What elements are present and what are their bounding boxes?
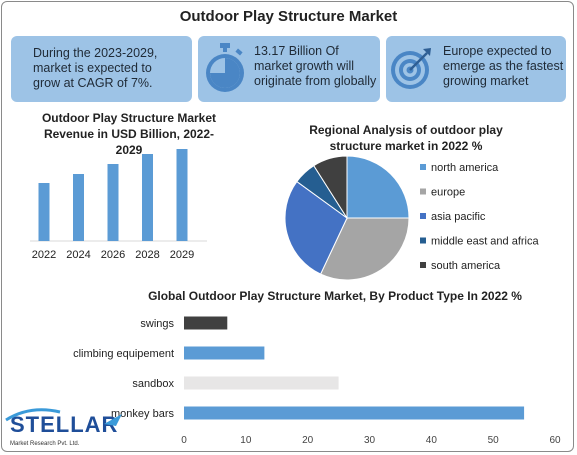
pie-chart-title-line1: Regional Analysis of outdoor play [309,123,503,137]
growth-card-line1: 13.17 Billion Of [254,44,339,58]
legend-swatch [420,237,426,244]
legend-swatch [420,262,426,268]
product-bar-swings [184,316,228,330]
cagr-card-line1: During the 2023-2029, [33,46,158,60]
product-x-tick: 60 [549,435,561,446]
revenue-bar-2022 [38,183,50,241]
regional-pie-chart: Regional Analysis of outdoor play struct… [284,123,539,281]
cagr-card-line3: grow at CAGR of 7%. [33,76,153,90]
europe-card: Europe expected to emerge as the fastest… [386,36,566,102]
growth-card-line3: originate from globally [254,74,377,88]
legend-label: north america [431,162,499,174]
pie-slice-south-america [313,155,348,220]
product-x-tick: 40 [426,435,438,446]
europe-card-line2: emerge as the fastest [443,59,564,73]
product-category-label: swings [140,318,174,330]
legend-label: south america [431,260,501,272]
europe-card-line1: Europe expected to [443,44,552,58]
revenue-chart-title-line1: Outdoor Play Structure Market [42,111,216,125]
legend-swatch [420,188,426,195]
product-bar-sandbox [184,376,339,390]
cagr-card-line2: market is expected to [33,61,152,75]
cagr-card: During the 2023-2029, market is expected… [11,36,192,102]
stopwatch-icon [206,43,244,92]
revenue-chart-title-line2: Revenue in USD Billion, 2022- [44,127,214,141]
product-x-tick: 0 [181,435,187,446]
product-x-tick: 50 [488,435,500,446]
product-type-chart: Global Outdoor Play Structure Market, By… [73,289,561,446]
revenue-tick-label: 2024 [66,249,90,261]
product-bar-monkey-bars [184,406,525,420]
legend-swatch [420,213,426,219]
growth-card: 13.17 Billion Of market growth will orig… [198,36,380,102]
revenue-tick-label: 2022 [32,249,56,261]
product-x-tick: 10 [240,435,252,446]
revenue-chart: Outdoor Play Structure Market Revenue in… [30,111,216,261]
product-x-tick: 20 [302,435,314,446]
product-category-label: sandbox [132,378,174,390]
pie-slice-north-america [346,155,410,219]
legend-label: europe [431,187,465,199]
product-bar-climbing-equipement [184,346,265,360]
stellar-logo: STELLAR Market Research Pvt. Ltd. [5,408,122,447]
product-x-tick: 30 [364,435,376,446]
revenue-bar-2029 [176,149,188,241]
product-category-label: monkey bars [111,408,174,420]
revenue-tick-label: 2028 [135,249,159,261]
legend-swatch [420,164,426,170]
growth-card-line2: market growth will [254,59,355,73]
legend-label: asia pacific [431,211,486,223]
page-title: Outdoor Play Structure Market [179,8,398,25]
target-icon [391,48,431,89]
product-category-label: climbing equipement [73,348,174,360]
revenue-bar-2024 [73,174,84,241]
revenue-tick-label: 2026 [101,249,125,261]
logo-arrow-icon [104,414,122,426]
logo-tagline: Market Research Pvt. Ltd. [10,441,80,447]
pie-slice-asia-pacific [284,180,348,275]
pie-chart-title-line2: structure market in 2022 % [330,139,483,153]
logo-brand: STELLAR [10,412,118,437]
europe-card-line3: growing market [443,74,529,88]
pie-slice-europe [319,217,410,281]
logo-swoosh-icon [5,408,61,422]
revenue-bar-2026 [107,164,119,241]
revenue-bar-2028 [142,154,153,241]
product-chart-title: Global Outdoor Play Structure Market, By… [148,289,522,303]
revenue-chart-title-line3: 2029 [116,143,143,157]
legend-label: middle east and africa [431,236,539,248]
revenue-tick-label: 2029 [170,249,194,261]
